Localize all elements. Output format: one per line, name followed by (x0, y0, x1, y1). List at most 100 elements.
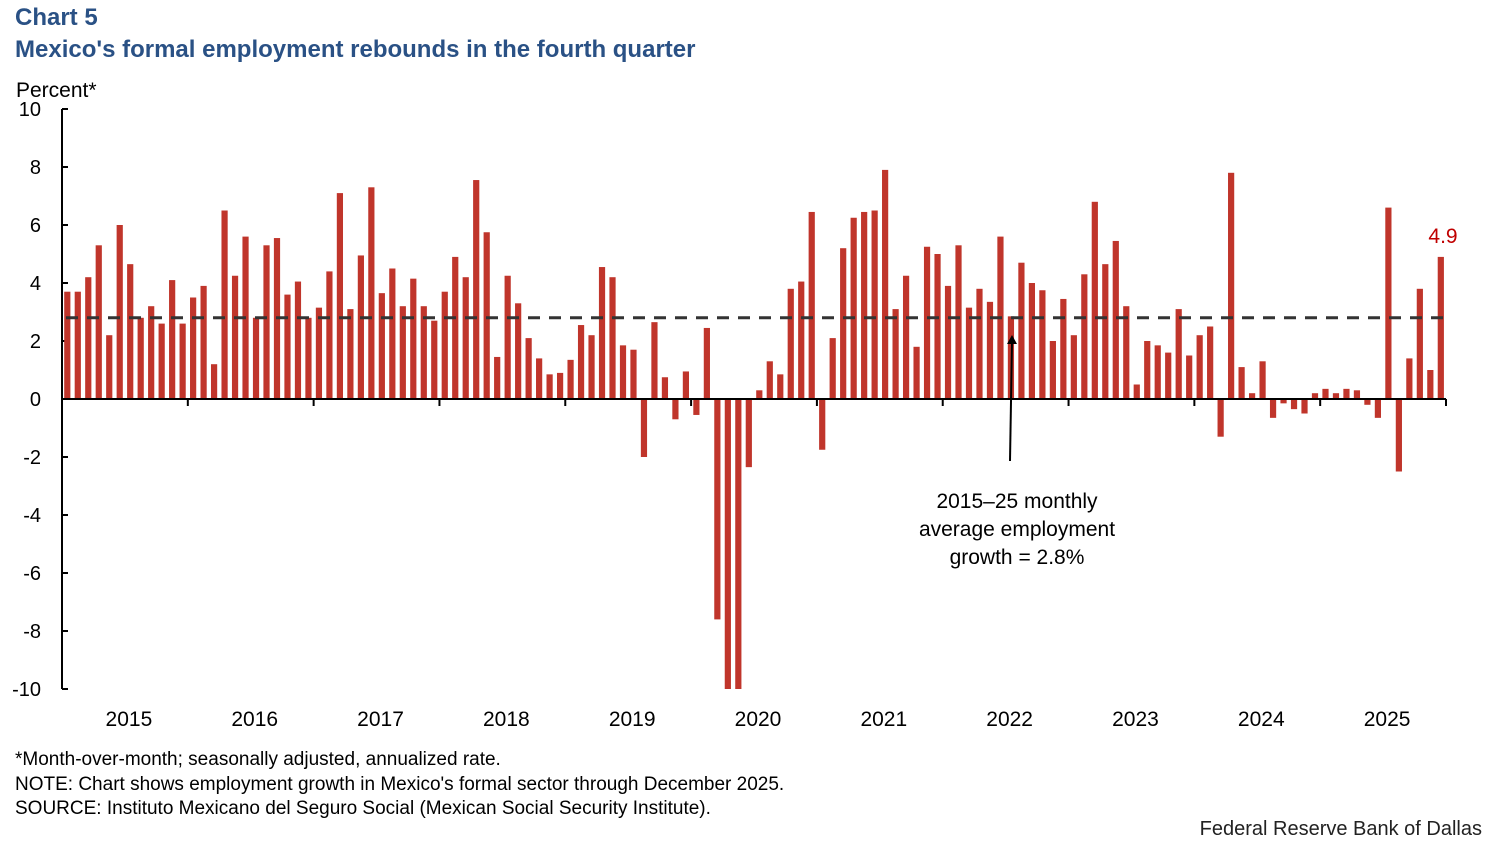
bar (1427, 370, 1434, 399)
bar (200, 285, 207, 399)
y-tick-label: -10 (12, 679, 41, 701)
annotation-arrow (1007, 335, 1017, 462)
bar (819, 399, 826, 450)
bar (861, 211, 868, 399)
bar (504, 275, 511, 399)
footnote-note: NOTE: Chart shows employment growth in M… (15, 773, 785, 795)
bar (1228, 172, 1235, 399)
bar (1028, 283, 1036, 399)
bar (682, 371, 690, 399)
bar (693, 399, 700, 415)
bar (1332, 393, 1340, 399)
bar (127, 264, 134, 399)
footnote-source: SOURCE: Instituto Mexicano del Seguro So… (15, 798, 711, 819)
bar (944, 285, 952, 399)
y-axis-label: Percent* (16, 79, 97, 102)
bar (64, 291, 71, 399)
bar (955, 245, 962, 399)
x-tick-label: 2017 (357, 708, 404, 731)
bar (672, 399, 679, 420)
bar (1112, 240, 1119, 399)
bar (1311, 393, 1319, 399)
bar (1395, 399, 1402, 472)
bar (462, 277, 469, 399)
bar (483, 232, 490, 399)
bar (441, 291, 448, 399)
x-tick-label: 2016 (231, 708, 278, 731)
bar (1081, 274, 1088, 399)
x-tick-label: 2023 (1112, 708, 1159, 731)
annotation-text: average employment (919, 518, 1115, 541)
bar (357, 255, 364, 399)
annotation-text: growth = 2.8% (950, 546, 1085, 569)
bar (1374, 399, 1382, 418)
bar (1049, 341, 1056, 399)
bar (1322, 388, 1329, 399)
bar (829, 338, 836, 399)
bar (1238, 367, 1245, 399)
bar (1133, 384, 1140, 399)
bar (1364, 399, 1371, 405)
bar (1060, 298, 1067, 399)
bar (525, 338, 532, 399)
y-tick-label: -4 (23, 505, 41, 527)
x-tick-label: 2015 (106, 708, 153, 731)
bar (536, 358, 543, 399)
bar (1217, 399, 1224, 437)
bar (284, 294, 291, 399)
bar (74, 291, 81, 399)
bar (336, 193, 344, 399)
bar (1165, 352, 1172, 399)
y-tick-label: 10 (19, 99, 41, 121)
bar (703, 327, 710, 399)
bar (1018, 262, 1025, 399)
chart-label: Chart 5 (15, 4, 98, 31)
bar (923, 246, 931, 399)
bar (609, 277, 616, 399)
bar (588, 335, 595, 399)
x-tick-label: 2021 (860, 708, 907, 731)
bar (1102, 264, 1109, 399)
bar (630, 349, 637, 399)
bar (1154, 345, 1161, 399)
bar (169, 280, 176, 399)
bar (871, 210, 878, 399)
bar (494, 356, 501, 399)
bar (808, 211, 815, 399)
bar (546, 374, 553, 399)
bar (368, 187, 375, 399)
bar (882, 169, 889, 399)
bar (158, 323, 165, 399)
bar (714, 399, 721, 620)
bar (1269, 399, 1277, 418)
bar (1144, 341, 1151, 399)
bar (452, 256, 459, 399)
bar (724, 399, 731, 689)
bar (420, 306, 427, 399)
bar (1186, 355, 1193, 399)
credit: Federal Reserve Bank of Dallas (1199, 818, 1482, 840)
x-tick-label: 2018 (483, 708, 530, 731)
bar (976, 288, 983, 399)
x-tick-label: 2022 (986, 708, 1033, 731)
bar (315, 307, 323, 399)
bar (263, 245, 270, 399)
bar (305, 317, 312, 399)
y-tick-label: -8 (23, 621, 41, 643)
bar (798, 281, 805, 399)
bar (210, 364, 218, 399)
bar (473, 180, 480, 399)
last-value-label: 4.9 (1428, 225, 1457, 248)
bar (378, 293, 385, 399)
bar (1353, 390, 1361, 399)
bar (1406, 358, 1413, 399)
bar (116, 225, 123, 399)
bar (231, 275, 239, 399)
bar (137, 317, 144, 399)
bar (1123, 306, 1130, 399)
bar (850, 217, 857, 399)
y-tick-label: 4 (30, 273, 41, 295)
bar (1207, 326, 1214, 399)
y-tick-label: 8 (30, 157, 41, 179)
